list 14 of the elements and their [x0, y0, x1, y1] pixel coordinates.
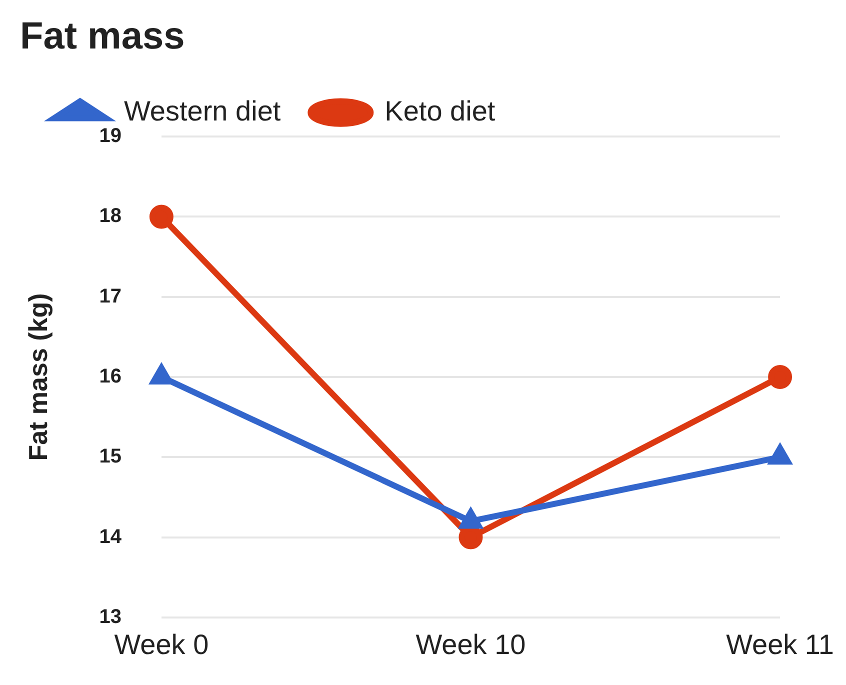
y-tick-label: 15 — [99, 446, 122, 468]
y-tick-label: 17 — [99, 285, 122, 308]
y-tick-label: 13 — [99, 606, 122, 628]
y-tick-label: 16 — [99, 366, 122, 388]
y-tick-label: 19 — [99, 125, 122, 148]
chart-title: Fat mass — [20, 15, 185, 58]
x-tick-label: Week 0 — [114, 628, 209, 660]
x-tick-label: Week 10 — [416, 628, 526, 660]
legend-label: Keto diet — [384, 95, 496, 126]
y-axis-title: Fat mass (kg) — [22, 293, 53, 461]
legend-label: Western diet — [124, 95, 281, 126]
y-tick-label: 14 — [99, 526, 122, 548]
y-tick-label: 18 — [99, 205, 122, 228]
x-tick-label: Week 11 — [726, 628, 834, 660]
